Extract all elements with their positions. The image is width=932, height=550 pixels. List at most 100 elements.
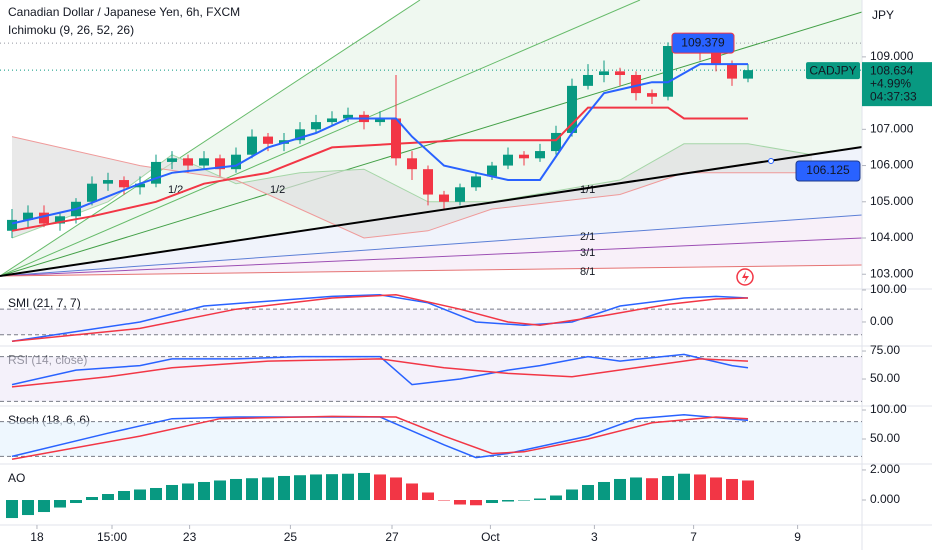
ao-bar: [118, 490, 130, 501]
ao-bar: [694, 474, 706, 501]
ao-bar: [278, 475, 290, 501]
candle-body: [55, 216, 65, 224]
x-tick-label: 18: [30, 530, 44, 544]
ao-bar: [86, 497, 98, 501]
ao-bar: [662, 475, 674, 501]
candle-body: [103, 180, 113, 184]
last-price: 108.634: [870, 63, 914, 77]
ao-bar: [54, 500, 66, 508]
indicator-line: [11, 415, 749, 461]
candle-body: [583, 74, 593, 86]
indicator-name: Ichimoku (9, 26, 52, 26): [8, 23, 134, 37]
candle-body: [551, 132, 561, 152]
currency-label: JPY: [872, 8, 894, 22]
ao-bar: [534, 498, 546, 501]
ao-bar: [678, 473, 690, 501]
x-tick-label: 27: [385, 530, 399, 544]
candle-body: [423, 169, 433, 195]
high-tag-label: 109.379: [681, 35, 725, 49]
y-tick-label: 2.000: [870, 462, 900, 476]
y-tick-label: 100.00: [870, 282, 907, 296]
candle-body: [135, 183, 145, 188]
alert-bolt: [742, 271, 749, 283]
fan-line: [0, 237, 863, 277]
ao-bar: [150, 487, 162, 501]
line-marker-dot: [768, 158, 774, 165]
ao-bar: [230, 478, 242, 501]
candle-body: [375, 118, 385, 123]
ao-bar: [550, 495, 562, 501]
y-tick-label: 103.000: [870, 266, 914, 280]
ao-bar: [566, 489, 578, 501]
ao-bar: [22, 500, 34, 516]
ao-bar: [198, 481, 210, 501]
candle-body: [439, 194, 449, 202]
pane-title: AO: [8, 471, 25, 485]
ao-bar: [166, 484, 178, 501]
symbol-tag: [806, 62, 860, 80]
candle-body: [487, 165, 497, 177]
x-tick-label: 15:00: [97, 530, 127, 544]
ao-bar: [6, 500, 18, 519]
candle-body: [231, 154, 241, 170]
ao-bar: [262, 477, 274, 501]
ao-bar: [134, 489, 146, 501]
ao-bar: [310, 474, 322, 501]
candle-body: [407, 158, 417, 170]
ao-bar: [182, 483, 194, 501]
symbol-label: CADJPY: [809, 63, 856, 77]
fan-line: [0, 264, 863, 277]
ao-bar: [726, 478, 738, 501]
y-tick-label: 106.000: [870, 158, 914, 172]
bar-countdown: 04:37:33: [870, 89, 917, 103]
candle-body: [599, 71, 609, 75]
candle-body: [311, 122, 321, 130]
indicator-line: [11, 413, 749, 459]
candle-body: [247, 136, 257, 155]
indicator-line: [11, 358, 749, 388]
ao-bar: [294, 475, 306, 501]
candle-body: [39, 212, 49, 224]
ao-bar: [646, 478, 658, 501]
pane-title: SMI (21, 7, 7): [8, 296, 81, 310]
ao-bar: [518, 500, 530, 501]
candle-body: [23, 212, 33, 220]
candle-body: [743, 70, 753, 79]
ao-bar: [630, 477, 642, 501]
ao-bar: [502, 500, 514, 502]
y-tick-label: 50.00: [870, 431, 900, 445]
ao-bar: [326, 474, 338, 501]
candle-body: [167, 158, 177, 162]
level-band: [0, 356, 862, 402]
fan-zone-green: [0, 0, 862, 276]
ao-bar: [710, 477, 722, 501]
ao-bar: [486, 500, 498, 504]
candle-body: [215, 158, 225, 170]
candle-body: [263, 136, 273, 144]
y-tick-label: 50.00: [870, 371, 900, 385]
y-tick-label: 107.000: [870, 122, 914, 136]
y-tick-label: 100.00: [870, 402, 907, 416]
ao-bar: [390, 477, 402, 501]
fan-label: 1/1: [580, 184, 595, 196]
last-price-box: [862, 62, 932, 107]
x-tick-label: Oct: [481, 530, 500, 544]
ao-bar: [214, 480, 226, 501]
ao-bar: [38, 500, 50, 513]
fan-label: 8/1: [580, 266, 595, 278]
candle-body: [119, 180, 129, 188]
fan-label: 1/2: [270, 184, 285, 196]
ao-bar: [102, 494, 114, 501]
ao-bar: [406, 483, 418, 501]
candle-body: [327, 118, 337, 123]
fan-label: 2/1: [580, 231, 595, 243]
candle-body: [535, 151, 545, 159]
ao-bar: [374, 474, 386, 501]
indicator-line: [11, 294, 749, 342]
x-tick-label: 9: [794, 530, 801, 544]
candle-body: [391, 118, 401, 159]
y-tick-label: 75.00: [870, 343, 900, 357]
candle-body: [183, 158, 193, 166]
fan-line: [0, 0, 641, 277]
